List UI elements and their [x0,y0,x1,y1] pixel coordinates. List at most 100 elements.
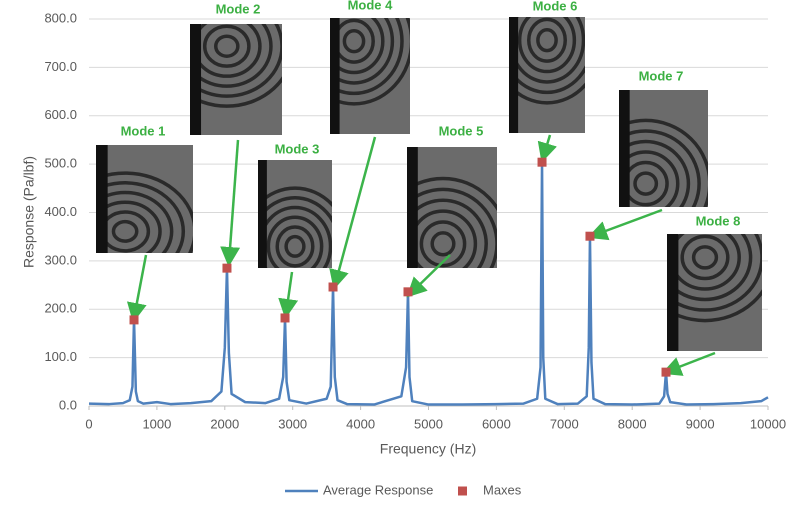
image-content [258,160,332,268]
x-tick-label: 10000 [750,416,786,431]
fringe [619,129,701,207]
x-tick-label: 0 [85,416,92,431]
x-tick-label: 6000 [482,416,511,431]
fringe [284,234,306,258]
image-bg [258,160,332,268]
fringe [691,245,719,270]
fringe [96,190,174,253]
mode-image [667,234,762,351]
image-content [667,234,762,351]
mode-label: Mode 8 [696,213,741,228]
image-content [509,17,585,133]
x-tick-label: 2000 [210,416,239,431]
x-tick-label: 7000 [550,416,579,431]
y-axis-title: Response (Pa/lbf) [21,156,37,268]
fringe [258,186,332,208]
fringe [190,76,282,108]
mode-label: Mode 6 [533,0,578,13]
arrow [126,254,148,323]
x-tick-label: 5000 [414,416,443,431]
max-marker [585,231,595,241]
image-edge [190,24,202,135]
image-bg [619,90,708,207]
image-edge [407,147,418,268]
fringe [190,24,273,88]
fringe [619,150,680,207]
fringe [407,187,497,268]
image-bg [330,18,410,134]
image-edge [619,90,630,207]
arrow [661,351,716,376]
legend-marker [458,486,467,496]
mode-label: Mode 1 [121,123,166,138]
fringe [509,65,585,95]
y-tick-label: 500.0 [44,156,77,171]
mode-image [330,18,410,134]
mode-image [407,147,497,268]
fringe [275,225,315,268]
arrow [220,139,241,267]
mode-label: Mode 5 [439,123,484,138]
fringe [633,171,659,196]
max-marker [537,157,547,167]
mode-label: Mode 2 [216,1,261,16]
y-tick-label: 300.0 [44,252,77,267]
image-edge [258,160,267,268]
x-tick-label: 4000 [346,416,375,431]
arrow [406,254,451,298]
fringe [419,220,467,268]
fringe [517,17,577,74]
fringe [330,18,410,106]
fringe [96,200,162,253]
fringe [96,181,186,253]
fringe [190,24,282,98]
y-tick-label: 700.0 [44,59,77,74]
fringe [680,234,730,281]
image-edge [96,145,108,253]
image-edge [509,17,519,133]
image-bg [509,17,585,133]
image-edge [667,234,679,351]
image-bg [96,145,193,253]
arrow [329,136,377,290]
image-content [407,147,497,268]
x-tick-label: 3000 [278,416,307,431]
mode-label: Mode 7 [639,68,684,83]
mode-label: Mode 4 [348,0,394,12]
mode-image [258,160,332,268]
legend-label: Maxes [483,482,522,497]
arrow [278,271,299,319]
fringe [202,24,251,68]
fringe [330,18,395,85]
x-tick-label: 8000 [618,416,647,431]
mode-image [190,24,282,135]
fringe [430,231,456,257]
x-tick-label: 9000 [686,416,715,431]
mode-label: Mode 3 [275,141,320,156]
x-axis-title: Frequency (Hz) [380,441,476,457]
mode-image [96,145,193,253]
max-marker [328,282,338,292]
fringe [619,118,708,207]
fringe [342,29,366,54]
fringe [330,18,404,96]
y-tick-label: 200.0 [44,301,77,316]
image-content [190,24,282,135]
fringe [667,289,762,323]
fringe [258,196,332,224]
fringe [527,17,567,63]
fringe [407,176,497,212]
fringe [536,28,558,53]
fringe [667,234,753,302]
fringe [407,198,488,268]
mode-image [619,90,708,207]
y-tick-label: 400.0 [44,204,77,219]
max-marker [129,315,139,325]
image-content [330,18,410,134]
max-marker [661,367,671,377]
y-tick-label: 600.0 [44,107,77,122]
fringe [214,34,240,58]
fringe [619,139,691,207]
y-tick-label: 0.0 [59,397,77,412]
